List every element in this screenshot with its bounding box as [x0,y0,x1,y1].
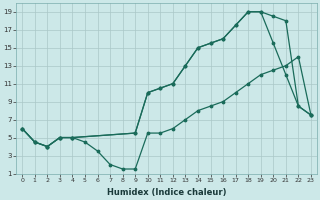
X-axis label: Humidex (Indice chaleur): Humidex (Indice chaleur) [107,188,226,197]
